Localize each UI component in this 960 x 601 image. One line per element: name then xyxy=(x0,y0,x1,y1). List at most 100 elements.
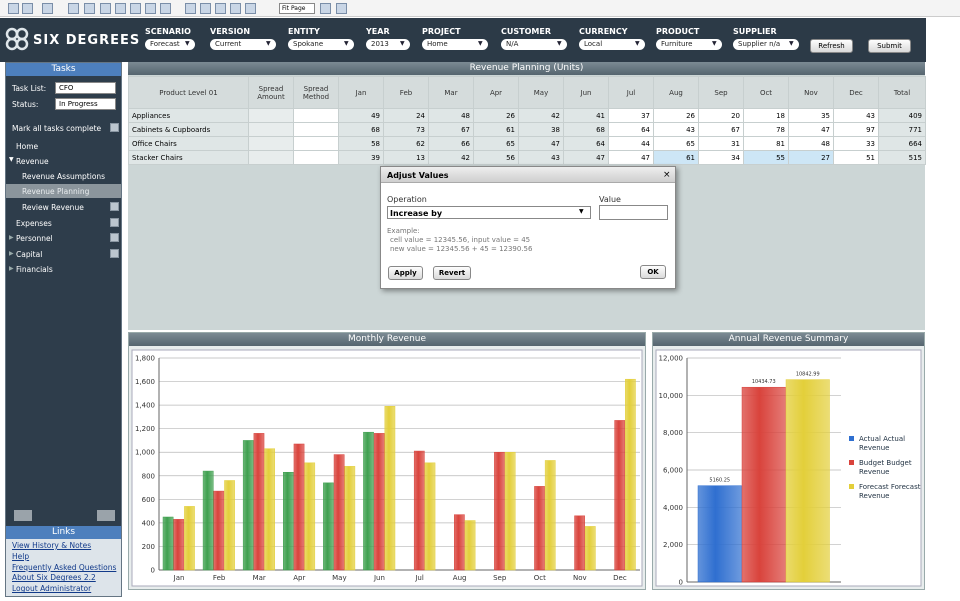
spread-amount-cell[interactable] xyxy=(248,122,294,137)
link[interactable]: About Six Degrees 2.2 xyxy=(12,573,96,583)
spread-method-cell[interactable] xyxy=(293,108,339,123)
icon[interactable] xyxy=(84,3,95,14)
dropdown-arrow: ▼ xyxy=(557,40,562,47)
scroll-left[interactable] xyxy=(14,510,32,521)
nav-item[interactable]: Revenue Planning xyxy=(22,187,90,196)
spread-method-cell[interactable] xyxy=(293,150,339,165)
spread-amount-cell[interactable] xyxy=(248,150,294,165)
ok-button[interactable]: OK xyxy=(640,265,666,279)
value-cell[interactable]: 67 xyxy=(698,122,744,137)
zoom-select[interactable]: Fit Page xyxy=(279,3,315,14)
value-cell[interactable]: 37 xyxy=(608,108,654,123)
filter-select[interactable]: Furniture xyxy=(656,39,722,50)
checkbox[interactable] xyxy=(110,218,119,227)
nav-item[interactable]: Revenue Assumptions xyxy=(22,172,106,181)
filter-select[interactable]: Local xyxy=(579,39,645,50)
icon[interactable] xyxy=(200,3,211,14)
value-cell[interactable]: 61 xyxy=(653,150,699,165)
nav-item[interactable]: Personnel xyxy=(16,234,53,243)
nav-item[interactable]: Revenue xyxy=(16,157,49,166)
data-row: Appliances 49 24 48 26 42 41 37 26 20 18 35 43 409 xyxy=(128,108,926,123)
refresh-button[interactable]: Refresh xyxy=(810,39,853,53)
link[interactable]: Frequently Asked Questions xyxy=(12,562,117,572)
filter-select[interactable]: Spokane xyxy=(288,39,354,50)
revert-button[interactable]: Revert xyxy=(433,266,471,280)
icon[interactable] xyxy=(320,3,331,14)
nav-item[interactable]: Expenses xyxy=(16,219,52,228)
checkbox[interactable] xyxy=(110,249,119,258)
value-cell[interactable]: 35 xyxy=(788,108,834,123)
icon[interactable] xyxy=(336,3,347,14)
scroll-right[interactable] xyxy=(97,510,115,521)
value-cell[interactable]: 64 xyxy=(608,122,654,137)
value-cell[interactable]: 33 xyxy=(833,136,879,151)
legend-label: Forecast Forecast Revenue xyxy=(859,483,921,500)
nav-item[interactable]: Home xyxy=(16,142,39,151)
mark-all[interactable]: Mark all tasks complete xyxy=(12,124,102,133)
value-cell[interactable]: 27 xyxy=(788,150,834,165)
value-cell[interactable]: 47 xyxy=(608,150,654,165)
value-cell[interactable]: 26 xyxy=(653,108,699,123)
column-header: Apr xyxy=(473,76,519,109)
status-select[interactable]: In Progress xyxy=(55,98,116,110)
value-cell[interactable]: 31 xyxy=(698,136,744,151)
checkbox[interactable] xyxy=(110,233,119,242)
value-cell[interactable]: 44 xyxy=(608,136,654,151)
filter-select[interactable]: Supplier n/a xyxy=(733,39,799,50)
filter-select[interactable]: 2013 xyxy=(366,39,410,50)
filter-select[interactable]: Home xyxy=(422,39,488,50)
icon[interactable] xyxy=(230,3,241,14)
icon[interactable] xyxy=(160,3,171,14)
value-cell[interactable]: 48 xyxy=(788,136,834,151)
icon[interactable] xyxy=(145,3,156,14)
icon[interactable] xyxy=(22,3,33,14)
icon[interactable] xyxy=(115,3,126,14)
link[interactable]: View History & Notes xyxy=(12,541,92,550)
x-tick-label: Jul xyxy=(414,574,424,582)
icon[interactable] xyxy=(130,3,141,14)
spread-amount-cell[interactable] xyxy=(248,108,294,123)
apply-button[interactable]: Apply xyxy=(388,266,423,280)
value-cell[interactable]: 18 xyxy=(743,108,789,123)
nav-item[interactable]: Financials xyxy=(16,265,53,274)
x-tick-label: Jun xyxy=(373,574,385,582)
spread-amount-cell[interactable] xyxy=(248,136,294,151)
value-cell[interactable]: 65 xyxy=(653,136,699,151)
value-cell[interactable]: 55 xyxy=(743,150,789,165)
icon[interactable] xyxy=(245,3,256,14)
operation-select[interactable]: Increase by xyxy=(387,206,591,219)
icon[interactable] xyxy=(100,3,111,14)
close-button[interactable]: × xyxy=(663,170,671,180)
value-cell[interactable]: 97 xyxy=(833,122,879,137)
task-list-select[interactable]: CFO xyxy=(55,82,116,94)
submit-button[interactable]: Submit xyxy=(868,39,911,53)
y-tick-label: 600 xyxy=(142,496,155,504)
value-cell[interactable]: 47 xyxy=(788,122,834,137)
link[interactable]: Logout Administrator xyxy=(12,584,92,594)
value-cell[interactable]: 20 xyxy=(698,108,744,123)
value-cell[interactable]: 51 xyxy=(833,150,879,165)
spread-method-cell[interactable] xyxy=(293,136,339,151)
filter-select[interactable]: N/A xyxy=(501,39,567,50)
column-header: Spread Method xyxy=(293,76,339,109)
checkbox[interactable] xyxy=(110,202,119,211)
value-cell[interactable]: 43 xyxy=(833,108,879,123)
nav-item[interactable]: Capital xyxy=(16,250,43,259)
link[interactable]: Help xyxy=(12,551,30,561)
value-cell[interactable]: 78 xyxy=(743,122,789,137)
checkbox[interactable] xyxy=(110,123,119,132)
icon[interactable] xyxy=(42,3,53,14)
icon[interactable] xyxy=(68,3,79,14)
icon[interactable] xyxy=(215,3,226,14)
value-cell[interactable]: 34 xyxy=(698,150,744,165)
links: View History & Notes Help Frequently Asked… xyxy=(6,539,121,596)
icon[interactable] xyxy=(185,3,196,14)
spread-method-cell[interactable] xyxy=(293,122,339,137)
filter-select[interactable]: Forecast xyxy=(145,39,195,50)
filter-select[interactable]: Current xyxy=(210,39,276,50)
icon[interactable] xyxy=(8,3,19,14)
nav-item[interactable]: Review Revenue xyxy=(22,203,84,212)
value-cell[interactable]: 81 xyxy=(743,136,789,151)
value-input[interactable] xyxy=(599,205,668,220)
value-cell[interactable]: 43 xyxy=(653,122,699,137)
